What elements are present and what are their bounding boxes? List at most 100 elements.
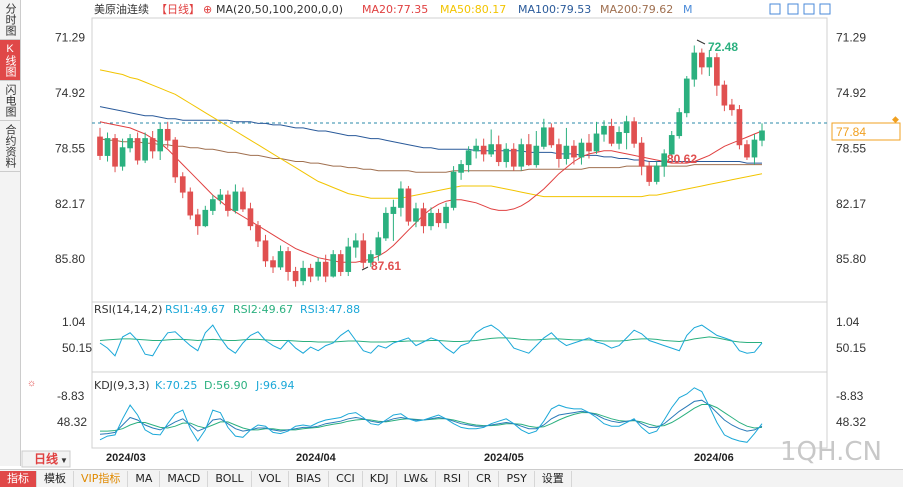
- price-tick-left: 82.17: [55, 197, 85, 211]
- candle-body: [352, 240, 359, 248]
- zoom-out-icon[interactable]: [803, 3, 815, 15]
- toolbar-item-0[interactable]: 指标: [0, 470, 37, 487]
- toolbar-item-3[interactable]: MA: [128, 470, 161, 487]
- candle-body: [383, 212, 389, 239]
- candle-body: [623, 121, 630, 134]
- candle-body: [698, 52, 705, 68]
- candle-body: [232, 191, 239, 211]
- candle-body: [495, 144, 502, 163]
- candle-body: [247, 208, 254, 227]
- mid-annotation: 80.62: [667, 152, 697, 166]
- candle-body: [322, 261, 329, 277]
- rsi-tick-left: 50.15: [62, 341, 92, 355]
- price-tick-right: 82.17: [836, 197, 866, 211]
- candle-body: [255, 225, 261, 242]
- toolbar-item-10[interactable]: LW&: [397, 470, 437, 487]
- kdj-tick-right: -8.83: [836, 389, 864, 403]
- candle-body: [194, 214, 201, 227]
- watermark: 1QH.CN: [780, 437, 882, 467]
- candle-body: [210, 199, 216, 211]
- candle-body: [616, 132, 622, 144]
- toolbar-item-7[interactable]: BIAS: [289, 470, 330, 487]
- candle-body: [172, 139, 179, 178]
- low-annotation: 87.61: [371, 259, 401, 273]
- period-label[interactable]: 【日线】: [156, 2, 200, 16]
- close-icon[interactable]: [819, 3, 831, 15]
- kdj-pane-frame: [91, 371, 828, 449]
- candle-body: [157, 128, 164, 152]
- kline-chart[interactable]: 美原油连续 【日线】 ⊕ MA(20,50,100,200,0,0) MA20:…: [0, 0, 903, 468]
- candle-body: [465, 150, 472, 166]
- candle-body: [104, 138, 111, 156]
- toolbar-item-12[interactable]: CR: [469, 470, 500, 487]
- candle-body: [556, 144, 562, 159]
- rsi2-value: RSI2:49.67: [233, 303, 293, 316]
- sun-icon[interactable]: ☼: [27, 378, 36, 389]
- candle-body: [578, 142, 585, 158]
- candle-body: [586, 142, 592, 152]
- fullscreen-icon[interactable]: [769, 3, 781, 15]
- period-button[interactable]: [21, 450, 71, 468]
- price-tick-right: 71.29: [836, 31, 866, 45]
- kdj-tick-left: -8.83: [57, 389, 85, 403]
- candles: [97, 45, 765, 287]
- candle-body: [458, 164, 464, 173]
- toolbar-item-5[interactable]: BOLL: [208, 470, 252, 487]
- settings-icon[interactable]: ⊕: [203, 3, 212, 16]
- candle-body: [187, 191, 194, 216]
- instrument-title: 美原油连续: [94, 2, 149, 16]
- ma20-value: MA20:77.35: [362, 3, 428, 16]
- candle-body: [375, 237, 382, 256]
- candle-body: [179, 176, 186, 193]
- candle-body: [413, 208, 419, 222]
- candle-body: [736, 109, 743, 146]
- current-price-box: [831, 122, 901, 141]
- price-tick-left: 78.55: [55, 142, 85, 156]
- toolbar-icons: [769, 3, 831, 15]
- toolbar-item-9[interactable]: KDJ: [363, 470, 397, 487]
- toolbar-item-1[interactable]: 模板: [37, 470, 74, 487]
- price-tick-left: 74.92: [55, 86, 85, 100]
- candle-body: [337, 254, 344, 272]
- candle-body: [759, 130, 765, 141]
- tab-flash[interactable]: 闪电图: [0, 81, 20, 121]
- candle-body: [676, 112, 683, 137]
- ma200-value: MA200:79.62: [600, 3, 673, 16]
- candle-body: [277, 251, 284, 268]
- kdj_k-line: [99, 399, 763, 435]
- candle-body: [729, 104, 735, 111]
- candle-body: [751, 139, 758, 158]
- candle-body: [608, 125, 615, 144]
- tab-contract-info[interactable]: 合约资料: [0, 121, 20, 172]
- toolbar-item-11[interactable]: RSI: [436, 470, 470, 487]
- candle-body: [360, 240, 367, 263]
- toolbar-item-4[interactable]: MACD: [160, 470, 209, 487]
- candle-body: [563, 145, 570, 159]
- toolbar-item-8[interactable]: CCI: [329, 470, 363, 487]
- tab-kline[interactable]: K线图: [0, 40, 20, 81]
- candle-body: [345, 246, 352, 272]
- current-price-text: 77.84: [836, 125, 866, 139]
- zoom-in-icon[interactable]: [787, 3, 799, 15]
- toolbar-item-14[interactable]: 设置: [535, 470, 572, 487]
- rsi1-value: RSI1:49.67: [165, 303, 225, 316]
- kdj-lines: [99, 387, 763, 443]
- date-label-apr: 2024/04: [296, 452, 337, 464]
- toolbar-item-2[interactable]: VIP指标: [74, 470, 129, 487]
- candle-body: [480, 145, 487, 155]
- ma50-line: [99, 69, 763, 199]
- candle-body: [488, 144, 495, 155]
- candle-body: [97, 136, 103, 156]
- ma100-line: [99, 106, 762, 164]
- m-label: M: [683, 3, 693, 16]
- kdj-k-value: K:70.25: [155, 379, 197, 392]
- toolbar-item-13[interactable]: PSY: [499, 470, 535, 487]
- candle-body: [435, 212, 442, 224]
- candle-body: [503, 148, 510, 163]
- chevron-down-icon[interactable]: ▼: [60, 456, 68, 465]
- toolbar-item-6[interactable]: VOL: [252, 470, 289, 487]
- tab-timeshare[interactable]: 分时图: [0, 0, 20, 40]
- candle-body: [653, 165, 660, 182]
- period-button-label[interactable]: 日线: [34, 451, 58, 466]
- candle-body: [638, 142, 645, 167]
